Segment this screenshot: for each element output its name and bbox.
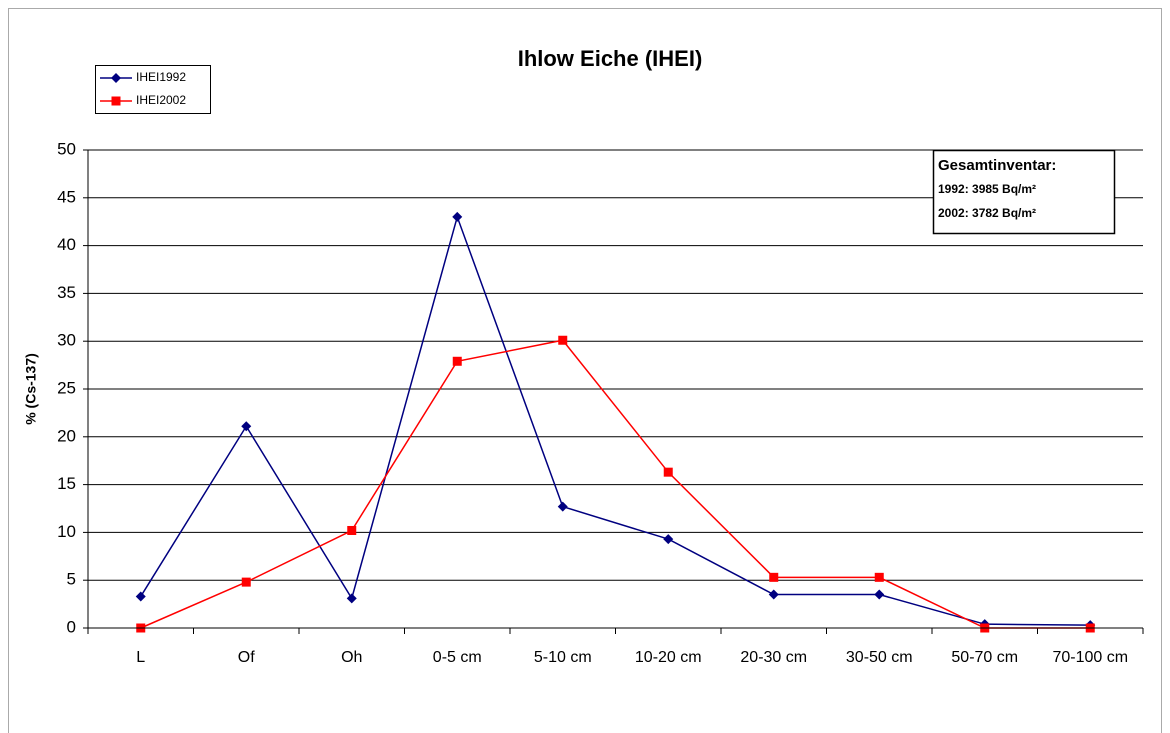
y-tick-label: 25 <box>57 378 76 397</box>
x-tick-label: 10-20 cm <box>635 649 702 666</box>
x-tick-label: 30-50 cm <box>846 649 913 666</box>
x-tick-label: Oh <box>341 649 362 666</box>
data-point <box>557 501 568 512</box>
data-point <box>346 593 357 604</box>
data-point <box>558 335 568 345</box>
x-tick-label: Of <box>238 649 255 666</box>
y-tick-label: 5 <box>67 570 76 589</box>
annotation-line: 1992: 3985 Bq/m² <box>938 182 1036 196</box>
y-tick-label: 20 <box>57 426 76 445</box>
chart-border <box>8 8 1162 733</box>
x-tick-label: 0-5 cm <box>433 649 482 666</box>
y-tick-label: 30 <box>57 331 76 350</box>
y-tick-label: 40 <box>57 235 76 254</box>
legend-marker <box>111 73 121 83</box>
y-tick-label: 45 <box>57 187 76 206</box>
y-tick-label: 15 <box>57 474 76 493</box>
y-axis-label: % (Cs-137) <box>23 353 39 425</box>
data-point <box>874 589 885 600</box>
data-point <box>452 211 463 222</box>
data-point <box>663 467 673 477</box>
data-point <box>135 591 146 602</box>
series-line <box>140 339 1091 629</box>
annotation-box <box>932 149 1116 235</box>
data-point <box>241 421 252 432</box>
data-point <box>769 572 779 582</box>
x-tick-label: 50-70 cm <box>951 649 1018 666</box>
data-point <box>663 534 674 545</box>
data-point <box>452 356 462 366</box>
y-tick-label: 10 <box>57 522 76 541</box>
data-point <box>347 525 357 535</box>
y-tick-label: 50 <box>57 139 76 158</box>
legend-label: IHEI1992 <box>136 70 186 84</box>
data-point <box>874 572 884 582</box>
legend-label: IHEI2002 <box>136 93 186 107</box>
y-tick-label: 0 <box>67 617 76 636</box>
data-point <box>241 577 251 587</box>
series-line <box>140 214 1091 626</box>
chart-title: Ihlow Eiche (IHEI) <box>518 46 703 71</box>
y-tick-label: 35 <box>57 283 76 302</box>
x-tick-label: 20-30 cm <box>740 649 807 666</box>
annotation-title: Gesamtinventar: <box>938 157 1056 174</box>
legend-marker <box>111 96 121 106</box>
x-tick-label: 70-100 cm <box>1052 649 1128 666</box>
x-tick-label: 5-10 cm <box>534 649 592 666</box>
annotation-line: 2002: 3782 Bq/m² <box>938 206 1036 220</box>
x-tick-label: L <box>136 649 145 666</box>
data-point <box>768 589 779 600</box>
